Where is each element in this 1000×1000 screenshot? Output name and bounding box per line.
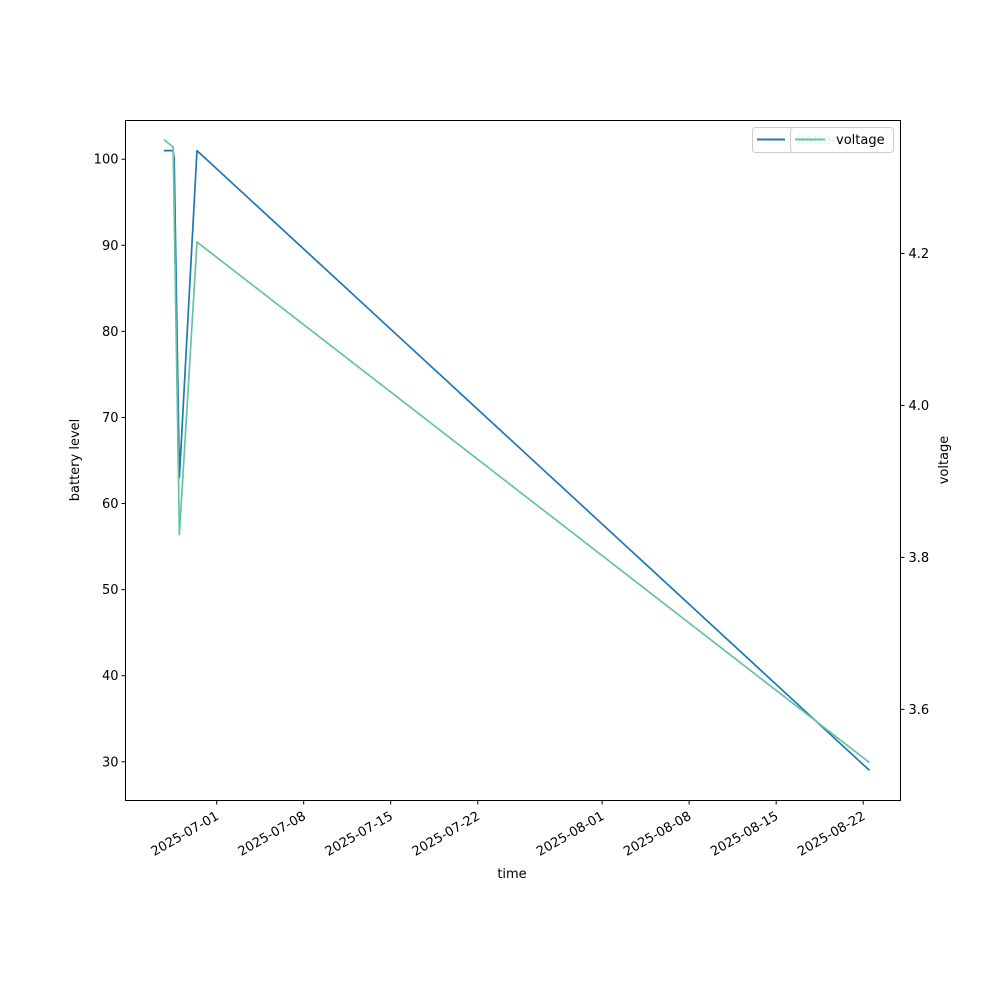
x-tick-label: 2025-07-01	[149, 809, 222, 860]
left-y-tick-label: 50	[102, 583, 119, 598]
x-tick-label: 2025-08-15	[708, 809, 781, 860]
left-y-axis: 30 40 50 60 70 80 90 100	[94, 153, 126, 770]
plot-area-frame	[125, 120, 901, 801]
left-y-axis-label: battery level	[68, 419, 83, 502]
right-y-tick-label: 4.0	[909, 399, 930, 414]
left-y-tick-label: 90	[102, 239, 119, 254]
legend-voltage-box	[790, 127, 894, 153]
series-line-battery	[163, 149, 870, 771]
legend-voltage: voltage	[790, 127, 894, 153]
left-y-tick-label: 60	[102, 497, 119, 512]
right-y-tick-label: 3.6	[909, 703, 930, 718]
left-y-tick-label: 80	[102, 325, 119, 340]
right-y-axis: 3.6 3.8 4.0 4.2	[900, 247, 930, 718]
left-y-tick-label: 100	[94, 153, 119, 168]
right-y-tick-label: 3.8	[909, 551, 930, 566]
legend-voltage-label: voltage	[836, 133, 885, 148]
x-tick-label: 2025-07-15	[323, 809, 396, 860]
left-y-tick-label: 40	[102, 669, 119, 684]
left-y-tick-label: 70	[102, 411, 119, 426]
series-layer	[163, 138, 870, 771]
x-axis-label: time	[497, 867, 526, 882]
x-tick-label: 2025-08-22	[795, 809, 868, 860]
right-y-axis-label: voltage	[937, 436, 952, 485]
x-axis: 2025-07-01 2025-07-08 2025-07-15 2025-07-22…	[149, 800, 868, 860]
x-tick-label: 2025-07-22	[410, 809, 483, 860]
x-tick-label: 2025-08-01	[534, 809, 607, 860]
right-y-tick-label: 4.2	[909, 247, 930, 262]
left-y-tick-label: 30	[102, 755, 119, 770]
x-tick-label: 2025-08-08	[621, 809, 694, 860]
series-line-voltage	[163, 138, 870, 764]
x-tick-label: 2025-07-08	[236, 809, 309, 860]
